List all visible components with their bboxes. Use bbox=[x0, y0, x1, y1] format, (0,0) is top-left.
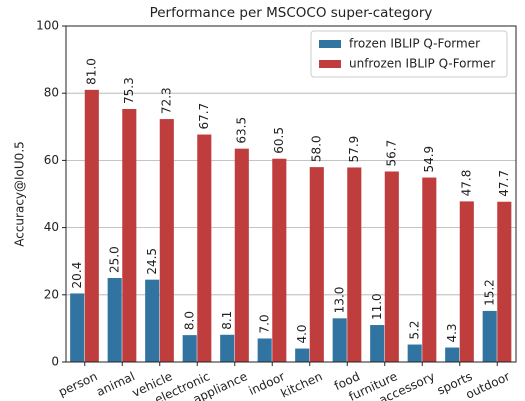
value-label: 72.3 bbox=[160, 87, 174, 114]
x-tick-label: kitchen bbox=[279, 369, 325, 400]
chart-title: Performance per MSCOCO super-category bbox=[150, 5, 433, 21]
value-label: 56.7 bbox=[385, 140, 399, 167]
y-tick-label: 60 bbox=[44, 153, 59, 167]
bar bbox=[220, 334, 235, 362]
value-label: 58.0 bbox=[310, 135, 324, 162]
bar bbox=[122, 108, 137, 362]
bar bbox=[309, 167, 324, 362]
value-label: 5.2 bbox=[407, 320, 421, 339]
legend-box bbox=[310, 30, 508, 78]
value-label: 8.1 bbox=[220, 311, 234, 330]
bar bbox=[422, 177, 437, 362]
bar bbox=[234, 148, 249, 362]
value-label: 4.3 bbox=[445, 323, 459, 342]
value-label: 54.9 bbox=[422, 146, 436, 173]
value-label: 63.5 bbox=[235, 117, 249, 144]
value-label: 4.0 bbox=[295, 324, 309, 343]
bar bbox=[272, 158, 287, 362]
x-tick-label: animal bbox=[94, 369, 137, 399]
bar bbox=[70, 293, 85, 362]
bar bbox=[370, 325, 385, 362]
value-label: 7.0 bbox=[257, 314, 271, 333]
y-tick-label: 40 bbox=[44, 220, 59, 234]
y-tick-label: 0 bbox=[51, 355, 59, 369]
value-label: 25.0 bbox=[107, 246, 121, 273]
bar bbox=[295, 348, 310, 362]
y-tick-label: 20 bbox=[44, 287, 59, 301]
value-label: 47.7 bbox=[497, 170, 511, 197]
x-tick-label: outdoor bbox=[464, 369, 512, 401]
bar bbox=[497, 201, 512, 362]
x-tick-label: person bbox=[56, 369, 99, 399]
bar bbox=[145, 279, 160, 362]
legend-label: unfrozen IBLIP Q-Former bbox=[349, 57, 495, 71]
y-axis-label: Accuracy@IoU0.5 bbox=[13, 141, 27, 247]
bar bbox=[84, 89, 99, 362]
bar bbox=[257, 338, 272, 362]
value-label: 67.7 bbox=[197, 103, 211, 130]
bar bbox=[384, 171, 399, 362]
legend-swatch bbox=[319, 60, 341, 68]
bar bbox=[197, 134, 212, 362]
bar bbox=[159, 119, 174, 363]
value-label: 20.4 bbox=[70, 262, 84, 289]
legend: frozen IBLIP Q-Former unfrozen IBLIP Q-Fo… bbox=[310, 30, 508, 78]
y-tick-label: 80 bbox=[44, 86, 59, 100]
value-label: 13.0 bbox=[332, 287, 346, 314]
bar bbox=[445, 347, 460, 362]
value-label: 81.0 bbox=[85, 58, 99, 85]
legend-swatch bbox=[319, 40, 341, 48]
bar bbox=[107, 278, 122, 362]
value-label: 57.9 bbox=[347, 136, 361, 163]
legend-label: frozen IBLIP Q-Former bbox=[349, 37, 480, 51]
value-label: 15.2 bbox=[482, 279, 496, 306]
y-tick-label: 100 bbox=[36, 19, 59, 33]
value-label: 47.8 bbox=[460, 170, 474, 197]
value-label: 75.3 bbox=[122, 77, 136, 104]
bar bbox=[407, 344, 422, 362]
value-label: 11.0 bbox=[370, 293, 384, 320]
value-label: 24.5 bbox=[145, 248, 159, 275]
bar bbox=[182, 335, 197, 362]
bar bbox=[459, 201, 474, 362]
plot-frame bbox=[65, 25, 517, 363]
value-label: 8.0 bbox=[182, 311, 196, 330]
bar bbox=[332, 318, 347, 362]
value-label: 60.5 bbox=[272, 127, 286, 154]
bar bbox=[347, 167, 362, 362]
bar bbox=[482, 310, 497, 362]
